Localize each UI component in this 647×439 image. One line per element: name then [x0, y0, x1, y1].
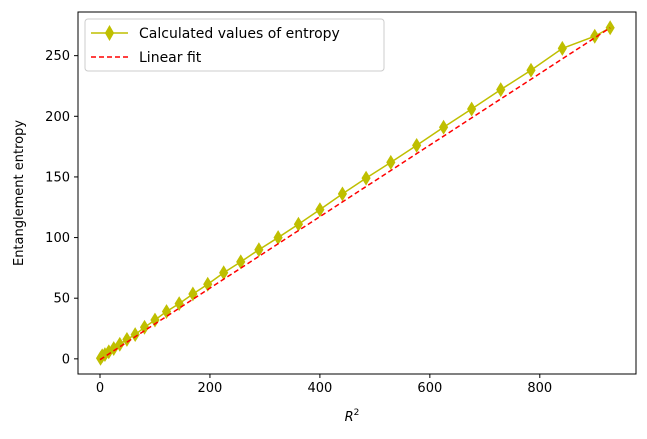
data-point-diamond [139, 319, 150, 335]
series-line-linear-fit [99, 27, 611, 361]
x-axis-label-superscript: 2 [354, 408, 360, 418]
data-point-diamond [557, 40, 567, 56]
data-point-diamond [412, 137, 422, 153]
legend-marker-diamond [104, 24, 115, 42]
x-tick-label: 400 [307, 381, 332, 396]
x-axis-ticks: 0 200 400 600 800 [96, 374, 552, 396]
data-point-diamond [526, 62, 536, 78]
data-point-diamond [109, 341, 119, 356]
y-tick-label: 150 [45, 170, 70, 185]
x-tick-label: 600 [417, 381, 442, 396]
data-point-diamond [188, 286, 198, 302]
series-layer [95, 20, 615, 366]
data-point-diamond [361, 170, 371, 186]
data-point-diamond [130, 327, 140, 343]
data-point-diamond [386, 154, 396, 170]
x-axis-label-base: R [345, 410, 354, 425]
data-point-diamond [467, 101, 477, 117]
y-tick-label: 0 [62, 352, 70, 367]
data-point-diamond [254, 242, 264, 258]
data-point-diamond [315, 202, 325, 218]
data-point-diamond [337, 186, 348, 202]
data-point-diamond [605, 20, 615, 36]
y-tick-label: 50 [53, 292, 70, 307]
data-point-diamond [203, 276, 213, 292]
data-point-diamond [438, 119, 449, 135]
x-tick-label: 800 [527, 381, 552, 396]
legend-label-linear-fit: Linear fit [139, 50, 202, 66]
x-tick-label: 200 [198, 381, 223, 396]
y-axis-ticks: 0 50 100 150 200 250 [45, 49, 78, 367]
data-point-diamond [496, 82, 506, 98]
legend: Calculated values of entropy Linear fit [84, 18, 385, 72]
data-point-diamond [115, 336, 125, 352]
data-point-diamond [590, 28, 600, 44]
y-tick-label: 100 [45, 231, 70, 246]
data-point-diamond [150, 312, 160, 328]
plot-frame [77, 11, 637, 375]
legend-label-calculated: Calculated values of entropy [139, 26, 340, 42]
legend-box [84, 18, 385, 72]
data-point-diamond [174, 296, 184, 312]
x-tick-label: 0 [96, 381, 104, 396]
y-tick-label: 200 [45, 110, 70, 125]
x-axis-label: R2 [345, 408, 360, 425]
y-axis-label: Entanglement entropy [12, 120, 27, 266]
data-point-diamond [122, 331, 132, 347]
y-tick-label: 250 [45, 49, 70, 64]
data-point-diamond [236, 254, 246, 270]
